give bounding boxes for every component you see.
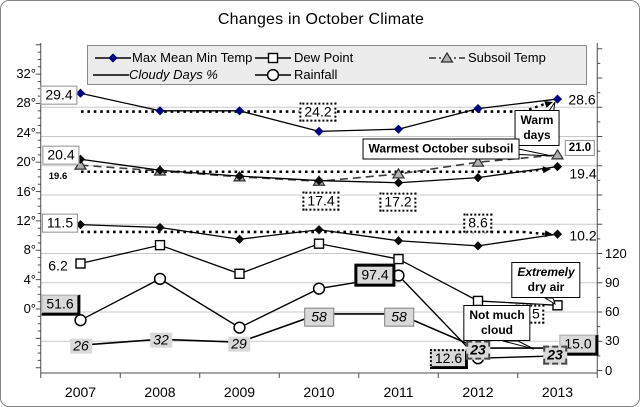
- annotation-subsoil-2013: 21.0: [564, 139, 596, 157]
- annotation-cloud-2009: 29: [228, 336, 250, 352]
- annotation-cloud-2013: 23: [543, 345, 567, 365]
- left-axis-tick-label: 8°: [23, 242, 36, 258]
- left-axis-tick-label: 28°: [16, 95, 36, 111]
- callout-extremely-dry-air: Extremely dry air: [511, 262, 581, 298]
- legend-marker-cloudy-days-: [93, 74, 129, 76]
- right-axis-tick-label: 120: [605, 245, 627, 261]
- annotation-cloud-2007: 26: [70, 338, 92, 354]
- left-axis-tick-label: 0°: [23, 301, 36, 316]
- annotation-cloud-2010: 58: [304, 307, 334, 327]
- annotation-min-2013: 10.2: [569, 227, 597, 244]
- x-axis-year-label: 2010: [303, 384, 335, 400]
- x-axis-year-label: 2012: [462, 384, 494, 400]
- x-axis-year-label: 2008: [144, 384, 176, 400]
- right-axis-tick-label: 90: [605, 274, 620, 290]
- callout-warm-days: Warm days: [514, 110, 560, 146]
- left-axis-tick-label: 16°: [16, 183, 36, 199]
- annotation-rain-2012: 12.6: [429, 349, 469, 369]
- legend-marker-dew-point: [255, 52, 291, 64]
- annotation-subsoil-2010: 17.4: [302, 191, 340, 211]
- left-axis-tick-label: 24°: [16, 124, 36, 140]
- annotation-subsoil-2007: 19.6: [48, 171, 68, 183]
- right-axis-tick-label: 0: [605, 362, 613, 378]
- callout-text-line: cloud: [481, 323, 513, 337]
- legend: Max Mean Min Temp Dew Point Subsoil Temp Cl…: [87, 45, 587, 85]
- left-axis-tick-label: 20°: [16, 154, 36, 170]
- callout-text-line: Not much: [469, 308, 525, 322]
- annotation-dew-2007: 6.2: [48, 257, 68, 274]
- annotation-rain-2011: 97.4: [354, 263, 396, 287]
- legend-label-rainfall: Rainfall: [294, 67, 338, 82]
- legend-marker-max-mean-min-temp: [95, 53, 131, 63]
- left-axis-tick-label: 4°: [23, 271, 36, 287]
- annotation-cloud-2012: 23: [466, 340, 490, 360]
- annotation-max-2007: 29.4: [40, 85, 78, 105]
- x-axis-year-label: 2011: [383, 384, 414, 400]
- x-axis-year-label: 2009: [223, 384, 256, 400]
- legend-label-cloudy-days-: Cloudy Days %: [129, 67, 218, 82]
- right-axis-tick-label: 30: [605, 333, 620, 349]
- annotation-rain-2013: 15.0: [559, 334, 599, 356]
- legend-label-max-mean-min-temp: Max Mean Min Temp: [132, 50, 253, 65]
- annotation-mean-2013: 19.4: [569, 165, 597, 182]
- callout-not-much-cloud: Not much cloud: [463, 305, 531, 341]
- legend-marker-subsoil-temp: [429, 52, 465, 63]
- chart-title: Changes in October Climate: [217, 11, 425, 28]
- x-axis-year-label: 2013: [541, 384, 574, 400]
- callout-text-line: Warm: [520, 113, 554, 127]
- legend-marker-rainfall: [255, 69, 291, 81]
- left-axis-tick-label: 12°: [16, 212, 36, 228]
- callout-warmest-october-subsoil: Warmest October subsoil: [362, 138, 520, 160]
- legend-label-subsoil-temp: Subsoil Temp: [468, 50, 546, 65]
- annotation-mean-2011: 17.2: [379, 192, 417, 212]
- legend-label-dew-point: Dew Point: [294, 50, 354, 65]
- annotation-min-2012: 8.6: [463, 213, 493, 233]
- annotation-cloud-2008: 32: [150, 332, 172, 348]
- left-axis-tick-label: 32°: [16, 66, 36, 82]
- callout-text-line: Warmest October subsoil: [368, 141, 514, 156]
- callout-text-line: Extremely: [517, 265, 575, 279]
- x-axis-year-label: 2007: [64, 384, 97, 400]
- right-axis-tick-label: 60: [605, 304, 620, 319]
- annotation-mean-2007: 20.4: [42, 145, 80, 165]
- annotation-rain-2007: 51.6: [41, 294, 81, 316]
- annotation-min-2007: 11.5: [41, 213, 79, 233]
- annotation-max-2010: 24.2: [299, 102, 337, 122]
- callout-text-line: dry air: [527, 280, 565, 294]
- annotation-cloud-2011: 58: [384, 307, 414, 327]
- callout-text-line: days: [523, 128, 551, 142]
- annotation-max-2013: 28.6: [568, 91, 596, 108]
